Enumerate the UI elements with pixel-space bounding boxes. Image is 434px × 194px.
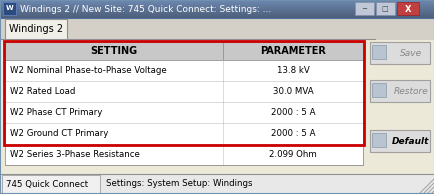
Bar	[5, 42, 362, 165]
Text: Windings 2: Windings 2	[9, 24, 63, 34]
Bar	[354, 2, 373, 15]
Bar	[3, 2, 16, 15]
Bar	[5, 60, 362, 81]
Bar	[5, 19, 67, 39]
Text: Save: Save	[399, 48, 421, 57]
Bar	[5, 102, 362, 123]
Text: W2 Rated Load: W2 Rated Load	[10, 87, 75, 96]
Text: W2 Ground CT Primary: W2 Ground CT Primary	[10, 129, 108, 138]
Bar	[371, 45, 385, 59]
Bar	[5, 81, 362, 102]
Bar	[0, 174, 434, 194]
Text: 2000 : 5 A: 2000 : 5 A	[270, 108, 315, 117]
Text: W: W	[6, 5, 13, 11]
Text: W2 Series 3-Phase Resistance: W2 Series 3-Phase Resistance	[10, 150, 140, 159]
Bar	[2, 175, 100, 193]
Text: W2 Phase CT Primary: W2 Phase CT Primary	[10, 108, 102, 117]
Bar	[5, 42, 362, 60]
Bar	[0, 18, 434, 40]
Text: 2000 : 5 A: 2000 : 5 A	[270, 129, 315, 138]
Text: SETTING: SETTING	[90, 46, 137, 56]
Text: □: □	[381, 6, 388, 12]
Text: 13.8 kV: 13.8 kV	[276, 66, 309, 75]
Text: Settings: System Setup: Windings: Settings: System Setup: Windings	[106, 179, 252, 189]
Bar	[371, 133, 385, 147]
Text: Restore: Restore	[393, 87, 427, 95]
Text: Default: Default	[391, 137, 429, 146]
Bar	[5, 123, 362, 144]
Bar	[369, 130, 429, 152]
Text: PARAMETER: PARAMETER	[260, 46, 325, 56]
Text: X: X	[404, 4, 410, 14]
Bar	[5, 144, 362, 165]
Bar	[371, 83, 385, 97]
Bar	[369, 42, 429, 64]
Text: 30.0 MVA: 30.0 MVA	[272, 87, 312, 96]
Text: 2.099 Ohm: 2.099 Ohm	[269, 150, 316, 159]
Text: ─: ─	[361, 6, 365, 12]
Text: W2 Nominal Phase-to-Phase Voltage: W2 Nominal Phase-to-Phase Voltage	[10, 66, 166, 75]
Text: 745 Quick Connect: 745 Quick Connect	[6, 179, 88, 189]
Bar	[396, 2, 418, 15]
Text: Windings 2 // New Site: 745 Quick Connect: Settings: ...: Windings 2 // New Site: 745 Quick Connec…	[20, 4, 271, 14]
Bar	[369, 80, 429, 102]
Bar	[375, 2, 394, 15]
Bar	[4, 41, 363, 145]
